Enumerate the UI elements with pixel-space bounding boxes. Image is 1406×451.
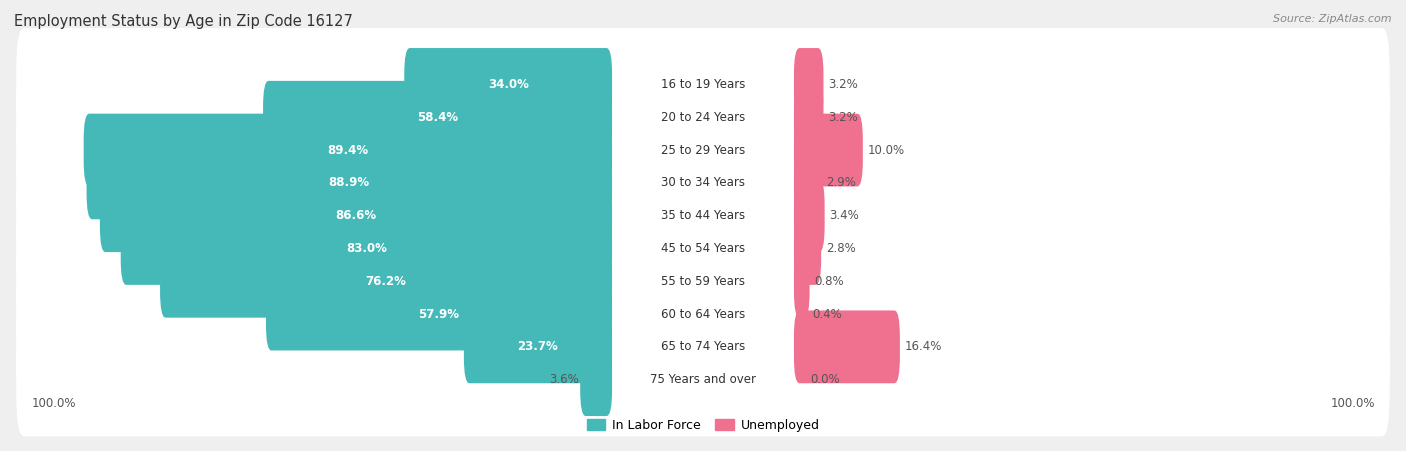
- FancyBboxPatch shape: [794, 114, 863, 186]
- FancyBboxPatch shape: [794, 147, 821, 219]
- Text: 0.0%: 0.0%: [810, 373, 839, 386]
- Text: 20 to 24 Years: 20 to 24 Years: [661, 111, 745, 124]
- Text: 23.7%: 23.7%: [517, 341, 558, 354]
- Text: 88.9%: 88.9%: [329, 176, 370, 189]
- Text: 100.0%: 100.0%: [1330, 397, 1375, 410]
- FancyBboxPatch shape: [15, 126, 1391, 239]
- FancyBboxPatch shape: [15, 192, 1391, 304]
- FancyBboxPatch shape: [15, 323, 1391, 437]
- FancyBboxPatch shape: [15, 225, 1391, 338]
- Text: 57.9%: 57.9%: [419, 308, 460, 321]
- Text: 34.0%: 34.0%: [488, 78, 529, 91]
- FancyBboxPatch shape: [15, 290, 1391, 404]
- FancyBboxPatch shape: [15, 93, 1391, 206]
- Text: 76.2%: 76.2%: [366, 275, 406, 288]
- FancyBboxPatch shape: [794, 81, 824, 154]
- FancyBboxPatch shape: [15, 93, 1391, 207]
- Text: 75 Years and over: 75 Years and over: [650, 373, 756, 386]
- Text: 0.4%: 0.4%: [813, 308, 842, 321]
- Text: 45 to 54 Years: 45 to 54 Years: [661, 242, 745, 255]
- FancyBboxPatch shape: [15, 126, 1391, 239]
- Text: 0.8%: 0.8%: [814, 275, 844, 288]
- FancyBboxPatch shape: [266, 278, 612, 350]
- FancyBboxPatch shape: [15, 60, 1391, 174]
- FancyBboxPatch shape: [794, 48, 824, 121]
- Text: 3.4%: 3.4%: [830, 209, 859, 222]
- Text: 10.0%: 10.0%: [868, 143, 905, 156]
- Text: 83.0%: 83.0%: [346, 242, 387, 255]
- Text: 3.2%: 3.2%: [828, 78, 858, 91]
- FancyBboxPatch shape: [794, 310, 900, 383]
- Text: 16 to 19 Years: 16 to 19 Years: [661, 78, 745, 91]
- FancyBboxPatch shape: [794, 179, 825, 252]
- Text: 60 to 64 Years: 60 to 64 Years: [661, 308, 745, 321]
- FancyBboxPatch shape: [263, 81, 612, 154]
- FancyBboxPatch shape: [405, 48, 612, 121]
- Text: 35 to 44 Years: 35 to 44 Years: [661, 209, 745, 222]
- Text: Source: ZipAtlas.com: Source: ZipAtlas.com: [1274, 14, 1392, 23]
- FancyBboxPatch shape: [581, 343, 612, 416]
- FancyBboxPatch shape: [100, 179, 612, 252]
- Text: Employment Status by Age in Zip Code 16127: Employment Status by Age in Zip Code 161…: [14, 14, 353, 28]
- Text: 2.8%: 2.8%: [825, 242, 856, 255]
- Text: 16.4%: 16.4%: [904, 341, 942, 354]
- FancyBboxPatch shape: [15, 60, 1391, 173]
- Legend: In Labor Force, Unemployed: In Labor Force, Unemployed: [586, 419, 820, 432]
- FancyBboxPatch shape: [15, 258, 1391, 371]
- Text: 100.0%: 100.0%: [31, 397, 76, 410]
- FancyBboxPatch shape: [15, 290, 1391, 403]
- FancyBboxPatch shape: [121, 212, 612, 285]
- Text: 65 to 74 Years: 65 to 74 Years: [661, 341, 745, 354]
- Text: 55 to 59 Years: 55 to 59 Years: [661, 275, 745, 288]
- FancyBboxPatch shape: [15, 28, 1391, 140]
- Text: 89.4%: 89.4%: [328, 143, 368, 156]
- FancyBboxPatch shape: [794, 212, 821, 285]
- FancyBboxPatch shape: [15, 159, 1391, 272]
- FancyBboxPatch shape: [84, 114, 612, 186]
- Text: 30 to 34 Years: 30 to 34 Years: [661, 176, 745, 189]
- FancyBboxPatch shape: [15, 323, 1391, 435]
- FancyBboxPatch shape: [160, 245, 612, 318]
- FancyBboxPatch shape: [15, 225, 1391, 337]
- FancyBboxPatch shape: [87, 147, 612, 219]
- Text: 3.2%: 3.2%: [828, 111, 858, 124]
- FancyBboxPatch shape: [464, 310, 612, 383]
- Text: 86.6%: 86.6%: [336, 209, 377, 222]
- Text: 3.6%: 3.6%: [550, 373, 579, 386]
- FancyBboxPatch shape: [15, 159, 1391, 272]
- Text: 2.9%: 2.9%: [827, 176, 856, 189]
- FancyBboxPatch shape: [15, 258, 1391, 370]
- FancyBboxPatch shape: [794, 245, 810, 318]
- FancyBboxPatch shape: [15, 28, 1391, 141]
- Text: 25 to 29 Years: 25 to 29 Years: [661, 143, 745, 156]
- FancyBboxPatch shape: [15, 192, 1391, 305]
- Text: 58.4%: 58.4%: [418, 111, 458, 124]
